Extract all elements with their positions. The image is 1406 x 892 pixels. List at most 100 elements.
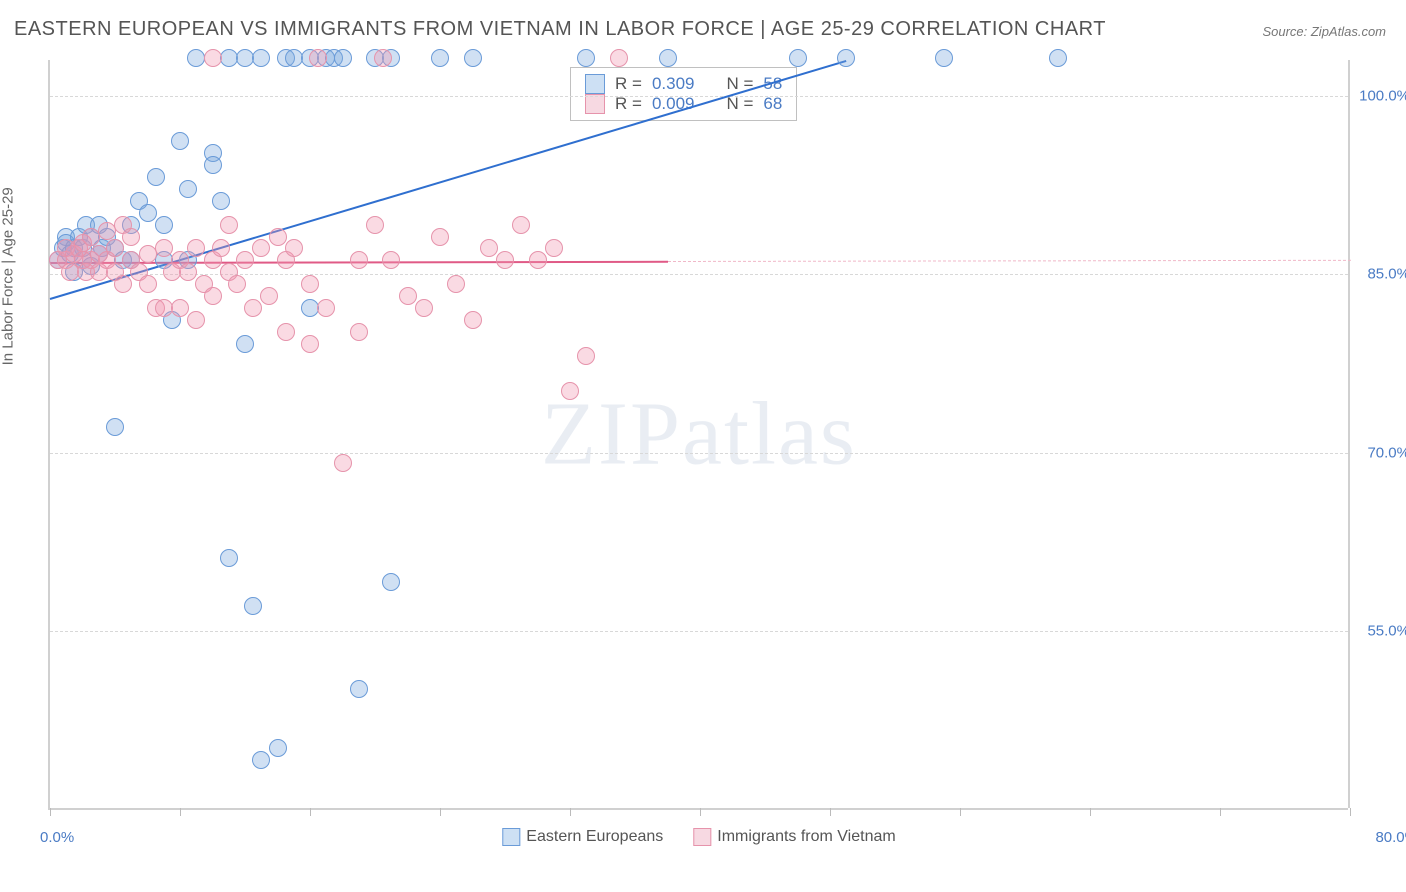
scatter-point — [577, 347, 595, 365]
x-tick — [50, 808, 51, 816]
scatter-point — [415, 299, 433, 317]
scatter-point — [171, 132, 189, 150]
legend-row: R =0.309N =58 — [585, 74, 782, 94]
scatter-point — [309, 49, 327, 67]
scatter-point — [334, 49, 352, 67]
legend-swatch — [693, 828, 711, 846]
x-tick — [1220, 808, 1221, 816]
scatter-point — [545, 239, 563, 257]
scatter-point — [171, 299, 189, 317]
x-tick — [960, 808, 961, 816]
scatter-point — [122, 228, 140, 246]
legend-bottom-label: Eastern Europeans — [526, 828, 663, 845]
grid-line-h — [50, 274, 1348, 275]
scatter-point — [187, 239, 205, 257]
scatter-point — [350, 680, 368, 698]
scatter-point — [464, 49, 482, 67]
legend-n-label: N = — [726, 94, 753, 114]
y-axis-label: In Labor Force | Age 25-29 — [0, 187, 17, 365]
scatter-point — [301, 275, 319, 293]
scatter-point — [496, 251, 514, 269]
scatter-point — [236, 335, 254, 353]
legend-r-label: R = — [615, 94, 642, 114]
x-axis-min-label: 0.0% — [40, 829, 74, 846]
scatter-point — [252, 751, 270, 769]
scatter-point — [464, 311, 482, 329]
x-tick — [570, 808, 571, 816]
scatter-point — [244, 597, 262, 615]
legend-swatch — [585, 94, 605, 114]
x-tick — [1090, 808, 1091, 816]
scatter-point — [610, 49, 628, 67]
legend-n-value: 68 — [763, 94, 782, 114]
x-axis-max-label: 80.0% — [1375, 829, 1406, 846]
scatter-point — [431, 228, 449, 246]
source-label: Source: ZipAtlas.com — [1262, 24, 1386, 39]
y-tick-label: 85.0% — [1367, 266, 1406, 283]
scatter-point — [277, 323, 295, 341]
scatter-point — [204, 156, 222, 174]
scatter-point — [837, 49, 855, 67]
x-tick — [180, 808, 181, 816]
scatter-point — [269, 228, 287, 246]
legend-bottom-item: Immigrants from Vietnam — [693, 828, 895, 846]
scatter-point — [317, 299, 335, 317]
scatter-point — [244, 299, 262, 317]
scatter-point — [447, 275, 465, 293]
x-tick — [310, 808, 311, 816]
legend-swatch — [585, 74, 605, 94]
scatter-point — [529, 251, 547, 269]
legend-r-label: R = — [615, 74, 642, 94]
scatter-point — [179, 263, 197, 281]
scatter-point — [285, 239, 303, 257]
x-tick — [440, 808, 441, 816]
legend-bottom-label: Immigrants from Vietnam — [717, 828, 895, 845]
scatter-point — [212, 192, 230, 210]
scatter-point — [106, 418, 124, 436]
scatter-point — [236, 251, 254, 269]
trend-line-ext — [667, 260, 1350, 262]
scatter-point — [220, 549, 238, 567]
scatter-point — [366, 216, 384, 234]
scatter-point — [512, 216, 530, 234]
scatter-point — [935, 49, 953, 67]
x-tick — [1350, 808, 1351, 816]
legend-bottom-item: Eastern Europeans — [502, 828, 663, 846]
scatter-point — [252, 49, 270, 67]
scatter-point — [659, 49, 677, 67]
legend-bottom: Eastern Europeans Immigrants from Vietnam — [502, 828, 895, 846]
scatter-point — [374, 49, 392, 67]
watermark-text: ZIPatlas — [541, 383, 857, 486]
scatter-point — [269, 739, 287, 757]
scatter-point — [204, 49, 222, 67]
scatter-point — [139, 204, 157, 222]
scatter-point — [106, 239, 124, 257]
grid-line-h — [50, 96, 1348, 97]
chart-title: EASTERN EUROPEAN VS IMMIGRANTS FROM VIET… — [14, 18, 1106, 41]
scatter-point — [220, 216, 238, 234]
grid-line-h — [50, 631, 1348, 632]
scatter-point — [114, 275, 132, 293]
scatter-point — [577, 49, 595, 67]
grid-line-h — [50, 453, 1348, 454]
y-tick-label: 55.0% — [1367, 623, 1406, 640]
scatter-point — [382, 573, 400, 591]
scatter-point — [561, 382, 579, 400]
scatter-point — [1049, 49, 1067, 67]
scatter-point — [179, 180, 197, 198]
legend-swatch — [502, 828, 520, 846]
scatter-point — [350, 251, 368, 269]
x-tick — [700, 808, 701, 816]
x-tick — [830, 808, 831, 816]
scatter-point — [382, 251, 400, 269]
chart-right-border — [1348, 60, 1350, 808]
scatter-point — [139, 275, 157, 293]
legend-row: R =0.009N =68 — [585, 94, 782, 114]
scatter-point — [155, 239, 173, 257]
y-tick-label: 100.0% — [1359, 87, 1406, 104]
scatter-point — [431, 49, 449, 67]
legend-correlation-box: R =0.309N =58R =0.009N =68 — [570, 67, 797, 121]
chart-plot-area: ZIPatlas R =0.309N =58R =0.009N =68 0.0%… — [48, 60, 1348, 810]
scatter-point — [789, 49, 807, 67]
scatter-point — [155, 216, 173, 234]
